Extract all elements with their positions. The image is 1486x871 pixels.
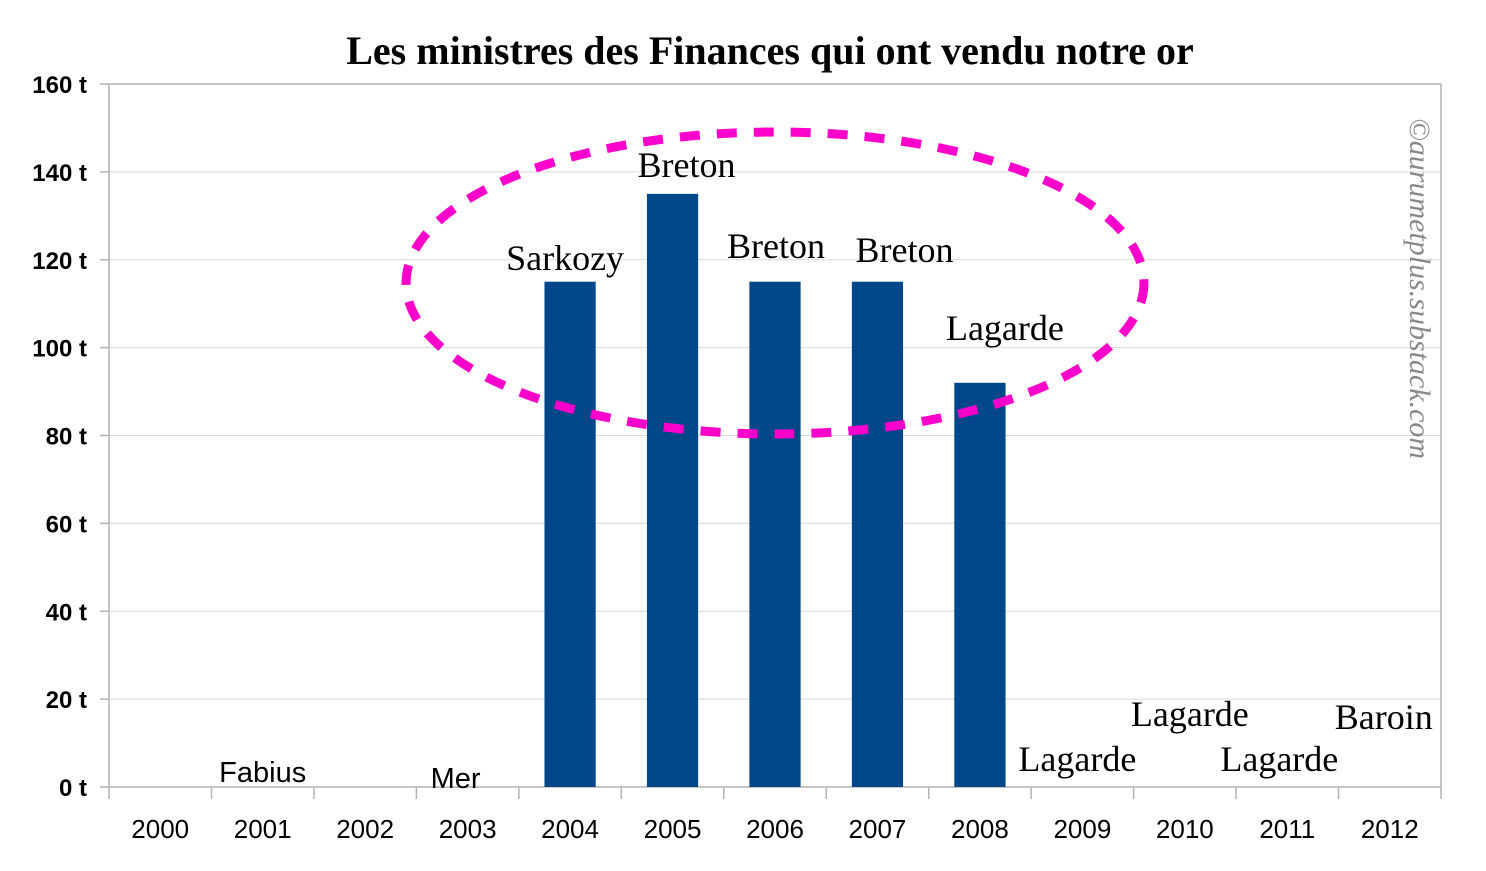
bar-2006 — [749, 281, 801, 787]
x-tick-label: 2004 — [541, 814, 599, 844]
bar-2004 — [544, 281, 596, 787]
minister-labels: Fabius Mer Sarkozy Breton Breton Breton Lagard… — [219, 145, 1433, 795]
bar-2005 — [646, 193, 699, 787]
x-tick-label: 2008 — [951, 814, 1009, 844]
x-tick-label: 2007 — [849, 814, 907, 844]
y-tick-label: 140 t — [32, 160, 87, 187]
watermark: ©aurumetplus.substack.com — [1403, 118, 1436, 459]
bars — [544, 193, 1006, 787]
bar-2007 — [851, 281, 904, 787]
minister-label: Breton — [638, 145, 736, 185]
x-tick-label: 2001 — [234, 814, 292, 844]
x-tick-label: 2006 — [746, 814, 804, 844]
x-tick-label: 2012 — [1361, 814, 1419, 844]
x-tick-label: 2003 — [439, 814, 497, 844]
minister-label: Breton — [727, 226, 825, 266]
x-tick-label: 2009 — [1053, 814, 1111, 844]
highlight-ellipse — [401, 127, 1149, 439]
x-tick-label: 2002 — [336, 814, 394, 844]
y-tick-label: 40 t — [46, 599, 87, 626]
x-tick-label: 2010 — [1156, 814, 1214, 844]
y-tick-label: 20 t — [46, 687, 87, 714]
minister-label: Baroin — [1335, 697, 1433, 737]
x-tick-label: 2005 — [644, 814, 702, 844]
chart-title: Les ministres des Finances qui ont vendu… — [346, 28, 1193, 73]
x-tick-label: 2000 — [131, 814, 189, 844]
minister-label: Lagarde — [946, 308, 1064, 348]
y-axis-ticks: 0 t 20 t 40 t 60 t 80 t 100 t 120 t 140 t 160 t — [32, 72, 87, 802]
minister-label: Lagarde — [1018, 739, 1136, 779]
y-tick-label: 60 t — [46, 511, 87, 538]
y-tick-label: 120 t — [32, 248, 87, 275]
minister-label: Fabius — [219, 757, 306, 789]
highlight-annotation — [401, 127, 1149, 439]
minister-label: Lagarde — [1220, 739, 1338, 779]
minister-label: Breton — [855, 230, 953, 270]
bar-2008 — [954, 382, 1006, 787]
minister-label: Lagarde — [1131, 694, 1249, 734]
y-tick-label: 80 t — [46, 424, 87, 451]
x-axis-ticks: 2000 2001 2002 2003 2004 2005 2006 2007 2008 2009… — [131, 814, 1418, 844]
y-tick-label: 0 t — [59, 775, 87, 802]
x-tick-label: 2011 — [1259, 814, 1315, 844]
y-tick-label: 160 t — [32, 72, 87, 99]
minister-label: Mer — [431, 763, 481, 795]
y-tick-label: 100 t — [32, 336, 87, 363]
minister-label: Sarkozy — [506, 238, 624, 278]
